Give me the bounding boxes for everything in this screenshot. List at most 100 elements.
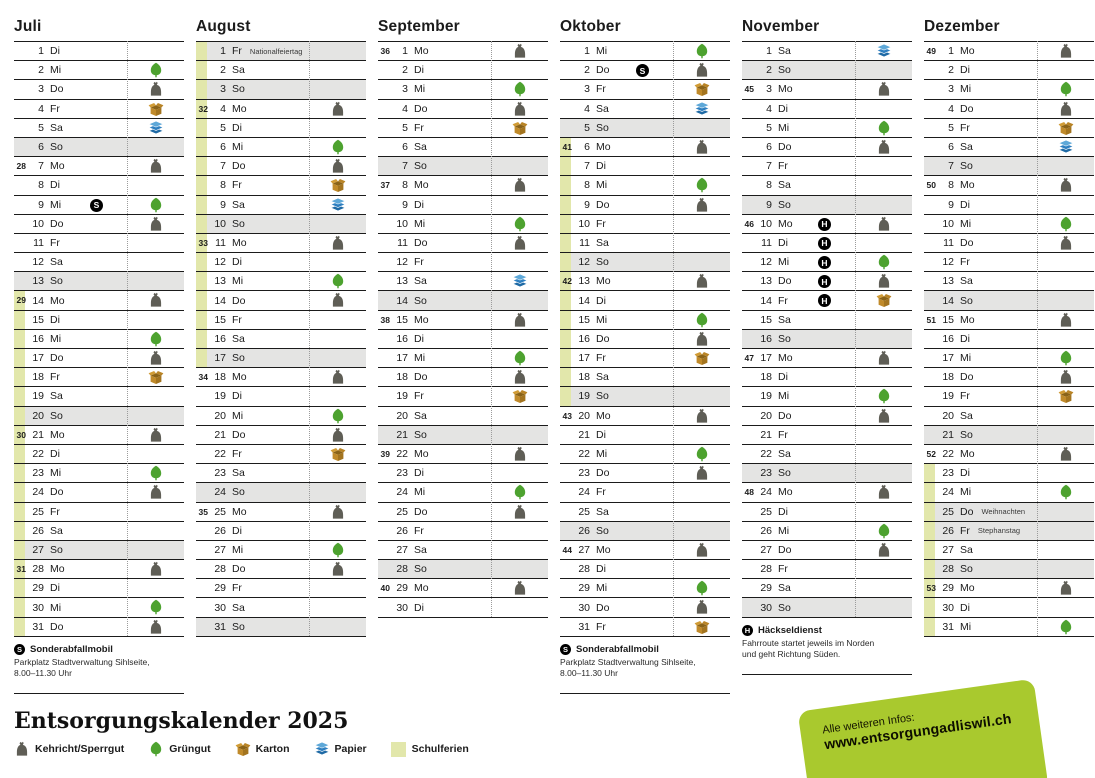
weekday-label: Di (232, 256, 242, 269)
kehricht-icon (1058, 235, 1074, 251)
weekday-label: Mi (414, 83, 426, 96)
kehricht-icon (694, 62, 710, 78)
day-number: 1 (402, 45, 408, 58)
day-row: 29 Di (14, 578, 184, 598)
weekday-label: Di (232, 390, 242, 403)
weekday-label: Mo (414, 313, 429, 326)
weekday-label: Mo (778, 217, 793, 230)
day-number: 5 (584, 121, 590, 134)
day-row: 45 3 Mo (742, 79, 912, 99)
month-oktober: Oktober 1 Mi 2 Do S 3 Fr 4 Sa 5 So 41 6 Mo 7 Di 8 Mi 9 Do 10 F… (560, 18, 730, 694)
day-number: 24 (32, 486, 44, 499)
day-row: 16 Sa (196, 328, 366, 348)
strip (742, 503, 753, 521)
weekday-label: Sa (232, 601, 245, 614)
strip (742, 445, 753, 463)
schulferien-strip (14, 425, 25, 444)
weekday-label: Sa (778, 582, 791, 595)
strip (560, 598, 571, 616)
day-row: 13 Sa (378, 271, 548, 291)
day-row: 27 Do (742, 539, 912, 560)
weekday-label: Mi (50, 64, 62, 77)
gruengut-icon (330, 139, 346, 155)
weekday-label: Do (50, 620, 64, 633)
day-row: 37 8 Mo (378, 175, 548, 195)
weekday-label: Do (414, 236, 428, 249)
day-row: 25 Do Weihnachten (924, 501, 1094, 521)
weekday-label: Do (778, 409, 792, 422)
strip (560, 618, 571, 636)
kehricht-icon (512, 446, 528, 462)
papier-icon (148, 120, 164, 136)
weekday-label: Do (50, 352, 64, 365)
weekday-label: Sa (596, 102, 609, 115)
weekday-label: Do (960, 236, 974, 249)
day-number: 22 (214, 448, 226, 461)
weekday-label: Di (778, 371, 788, 384)
strip (742, 234, 753, 252)
weekday-label: Fr (232, 179, 242, 192)
strip (924, 426, 935, 444)
weekday-label: Sa (414, 409, 427, 422)
day-number: 21 (760, 428, 772, 441)
day-number: 4 (38, 102, 44, 115)
day-number: 20 (396, 409, 408, 422)
weekday-label: Do (50, 486, 64, 499)
weekday-label: Di (414, 64, 424, 77)
day-number: 30 (578, 601, 590, 614)
weekday-label: Fr (414, 256, 424, 269)
strip (378, 598, 389, 616)
day-number: 1 (766, 45, 772, 58)
day-number: 27 (214, 543, 226, 556)
week-number: 34 (198, 372, 208, 383)
weekday-label: Di (778, 505, 788, 518)
weekday-label: Di (414, 601, 424, 614)
weekday-label: Mi (232, 409, 244, 422)
strip (378, 407, 389, 425)
kehricht-icon (876, 216, 892, 232)
day-row: 29 Sa (742, 578, 912, 598)
day-number: 30 (760, 601, 772, 614)
day-number: 16 (942, 332, 954, 345)
strip (742, 272, 753, 290)
day-row: 28 Fr (742, 559, 912, 579)
day-number: 6 (584, 141, 590, 154)
day-row: 30 Di (378, 597, 548, 617)
day-row: 7 Fr (742, 156, 912, 176)
weekday-label: Mo (778, 352, 793, 365)
strip (742, 464, 753, 482)
day-number: 15 (760, 313, 772, 326)
strip (742, 42, 753, 60)
holiday-label: Weihnachten (981, 507, 1026, 517)
day-row: 30 21 Mo (14, 424, 184, 444)
kehricht-icon (14, 741, 30, 757)
day-row: 31 Do (14, 616, 184, 636)
day-number: 12 (32, 256, 44, 269)
weekday-label: Do (960, 371, 974, 384)
weekday-label: Mo (596, 409, 611, 422)
weekday-label: Sa (596, 505, 609, 518)
weekday-label: Fr (232, 582, 242, 595)
weekday-label: Sa (50, 121, 63, 134)
day-row: 52 22 Mo (924, 443, 1094, 464)
day-row: 21 So (378, 424, 548, 444)
day-number: 26 (760, 524, 772, 537)
strip (378, 464, 389, 482)
schulferien-strip (196, 42, 207, 61)
footnote-title-text: Häckseldienst (758, 624, 822, 636)
day-row: 17 Mi (378, 348, 548, 368)
day-number: 16 (214, 332, 226, 345)
schulferien-strip (560, 387, 571, 406)
footnote-line: Fahrroute startet jeweils im Norden (742, 637, 875, 648)
day-number: 1 (584, 45, 590, 58)
schulferien-strip (560, 176, 571, 195)
footnote-line: 8.00–11.30 Uhr (14, 667, 72, 678)
weekday-label: Di (50, 582, 60, 595)
weekday-label: Mi (232, 275, 244, 288)
day-number: 7 (38, 160, 44, 173)
weekday-label: Fr (50, 236, 60, 249)
day-row: 11 Fr (14, 232, 184, 253)
weekday-label: Sa (50, 256, 63, 269)
kehricht-icon (694, 599, 710, 615)
day-row: 30 Di (924, 597, 1094, 617)
